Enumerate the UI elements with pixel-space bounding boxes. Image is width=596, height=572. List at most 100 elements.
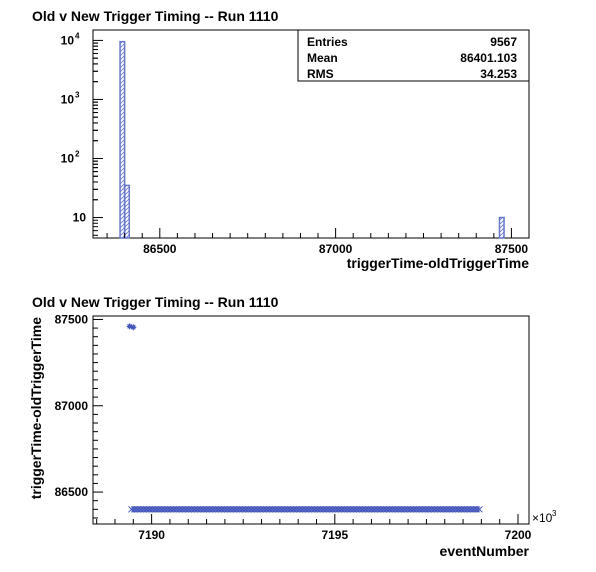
histogram-y-tick-exp: 4 — [75, 31, 80, 40]
scatter-band-marker — [464, 505, 471, 513]
stats-mean-label: Mean — [307, 51, 338, 65]
scatter-band-marker — [167, 505, 174, 513]
scatter-band-marker — [449, 505, 456, 513]
scatter-band-marker — [395, 505, 402, 513]
scatter-band-marker — [302, 505, 309, 513]
scatter-band-marker — [341, 505, 348, 513]
scatter-band-marker — [188, 505, 195, 513]
scatter-band-marker — [221, 505, 228, 513]
scatter-band-marker — [299, 505, 306, 513]
scatter-band-marker — [203, 505, 210, 513]
scatter-band-marker — [293, 505, 300, 513]
scatter-x-tick-label: 7200 — [505, 528, 532, 542]
stats-box: Entries 9567 Mean 86401.103 RMS 34.253 — [297, 29, 530, 82]
scatter-band-marker — [437, 505, 444, 513]
scatter-band-marker — [206, 505, 213, 513]
scatter-frame — [92, 315, 530, 525]
scatter-band-marker — [233, 505, 240, 513]
scatter-x-multiplier-base: ×10 — [532, 511, 553, 525]
histogram-y-tick-base: 10 — [61, 151, 75, 165]
stats-rms-label: RMS — [307, 67, 334, 81]
scatter-band-marker — [251, 505, 258, 513]
scatter-band-marker — [173, 505, 180, 513]
scatter-band-marker — [155, 505, 162, 513]
scatter-band-marker — [143, 505, 150, 513]
scatter-band-marker — [344, 505, 351, 513]
scatter-y-axis-label: triggerTime-oldTriggerTime — [28, 317, 44, 500]
scatter-outlier-point — [130, 324, 137, 331]
scatter-band-marker — [182, 505, 189, 513]
scatter-band-marker — [425, 505, 432, 513]
scatter-band-marker — [248, 505, 255, 513]
histogram-x-tick-label: 87000 — [319, 242, 353, 256]
scatter-band-marker — [371, 505, 378, 513]
scatter-band-marker — [266, 505, 273, 513]
scatter-band-marker — [374, 505, 381, 513]
scatter-band-marker — [401, 505, 408, 513]
histogram-x-tick-label: 86500 — [143, 242, 177, 256]
scatter-band-marker — [320, 505, 327, 513]
scatter-band-marker — [410, 505, 417, 513]
scatter-band-marker — [353, 505, 360, 513]
histogram-bin — [123, 184, 130, 239]
scatter-band-marker — [281, 505, 288, 513]
scatter-x-tick-label: 7190 — [138, 528, 165, 542]
scatter-band-marker — [131, 505, 138, 513]
scatter-band-marker — [365, 505, 372, 513]
scatter-x-axis-label: eventNumber — [440, 543, 530, 559]
scatter-band-marker — [434, 505, 441, 513]
scatter-band-marker — [152, 505, 159, 513]
scatter-y-tick-label: 86500 — [55, 485, 89, 499]
scatter-band-marker — [179, 505, 186, 513]
scatter-band-marker — [452, 505, 459, 513]
scatter-band-marker — [392, 505, 399, 513]
scatter-band-marker — [224, 505, 231, 513]
scatter-band-marker — [170, 505, 177, 513]
scatter-band-marker — [407, 505, 414, 513]
histogram-y-tick-label: 10 — [73, 211, 87, 225]
histogram-y-tick-label: 10 2 — [61, 149, 80, 165]
scatter-band-marker — [230, 505, 237, 513]
scatter-band-marker — [404, 505, 411, 513]
scatter-band-marker — [269, 505, 276, 513]
scatter-band-marker — [146, 505, 153, 513]
scatter-band-marker — [218, 505, 225, 513]
scatter-band-marker — [377, 505, 384, 513]
scatter-band-marker — [470, 505, 477, 513]
scatter-band-marker — [326, 505, 333, 513]
scatter-x-multiplier: ×10 3 — [532, 509, 557, 525]
scatter-band-marker — [398, 505, 405, 513]
scatter-band-marker — [239, 505, 246, 513]
scatter-points — [126, 323, 483, 513]
histogram-x-axis: 86500 87000 87500 — [106, 228, 530, 256]
scatter-band-marker — [242, 505, 249, 513]
scatter-band-marker — [140, 505, 147, 513]
scatter-band-marker — [308, 505, 315, 513]
scatter-band-marker — [158, 505, 165, 513]
scatter-y-tick-label: 87500 — [55, 312, 89, 326]
scatter-band-marker — [419, 505, 426, 513]
stats-rms-value: 34.253 — [480, 67, 517, 81]
scatter-band-marker — [278, 505, 285, 513]
scatter-band-marker — [287, 505, 294, 513]
scatter-band-marker — [200, 505, 207, 513]
scatter-band-marker — [296, 505, 303, 513]
scatter-band-marker — [386, 505, 393, 513]
scatter-band-marker — [176, 505, 183, 513]
histogram-bars — [119, 40, 505, 239]
scatter-band-marker — [359, 505, 366, 513]
scatter-x-axis: 7190 7195 7200 — [96, 514, 532, 542]
scatter-band-marker — [431, 505, 438, 513]
scatter-band-marker — [263, 505, 270, 513]
scatter-band-marker — [335, 505, 342, 513]
histogram-title: Old v New Trigger Timing -- Run 1110 — [32, 8, 279, 24]
scatter-band-marker — [443, 505, 450, 513]
scatter-band-marker — [323, 505, 330, 513]
scatter-band-marker — [215, 505, 222, 513]
histogram-bin — [498, 216, 505, 239]
histogram-y-tick-exp: 2 — [75, 149, 80, 158]
scatter-x-multiplier-exp: 3 — [552, 509, 557, 518]
scatter-band-marker — [257, 505, 264, 513]
scatter-band-marker — [311, 505, 318, 513]
stats-entries-label: Entries — [307, 35, 348, 49]
